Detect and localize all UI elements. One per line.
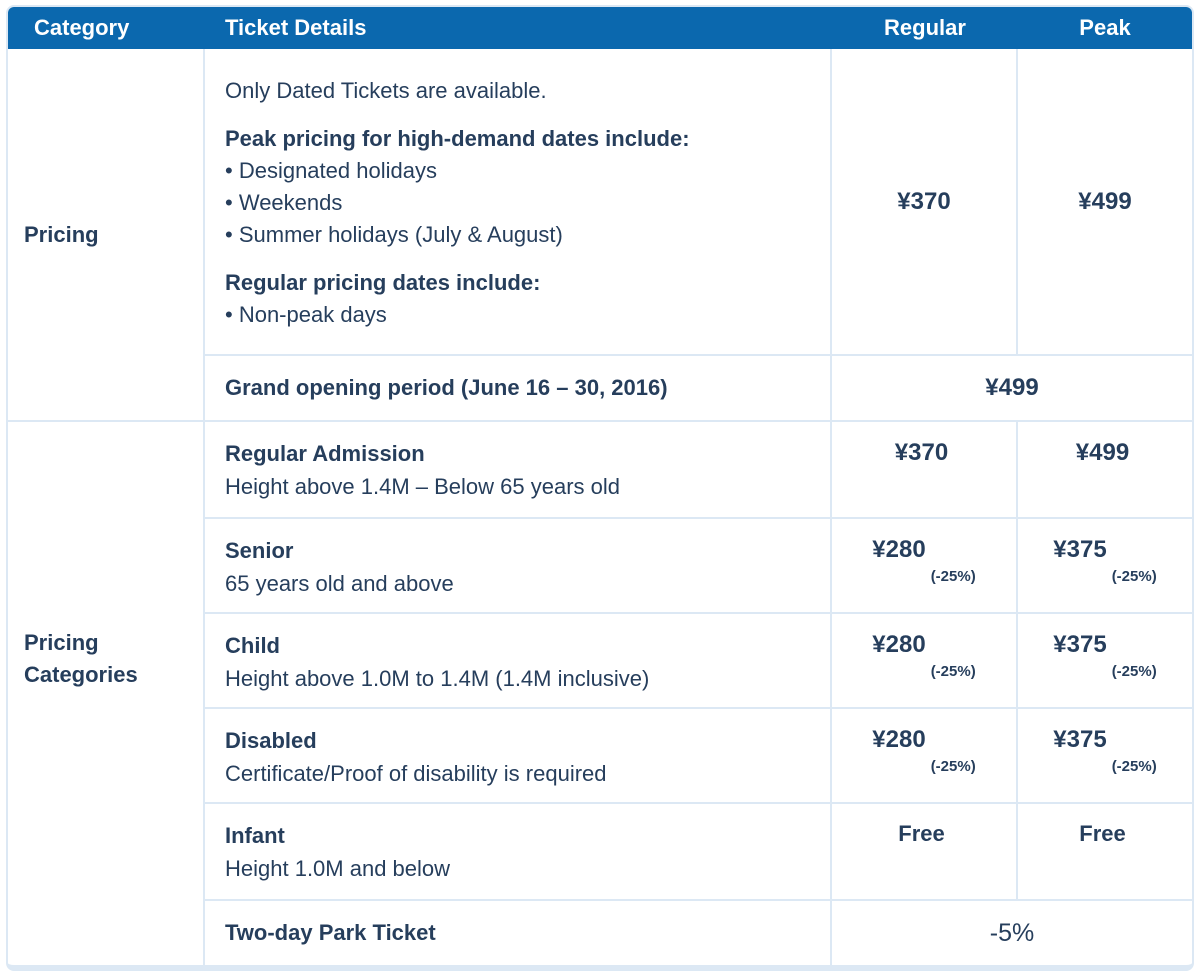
- child-peak-price: ¥375 (-25%): [1018, 612, 1192, 707]
- price-value: ¥280: [872, 726, 926, 753]
- category-cell-pricing: Pricing: [8, 49, 205, 420]
- two-day-price-cell: -5%: [832, 899, 1192, 965]
- row-senior: Senior 65 years old and above: [205, 517, 832, 612]
- price-value: -5%: [989, 918, 1035, 947]
- ticket-pricing-table: Category Ticket Details Regular Peak Pri…: [6, 5, 1194, 971]
- category-label: Pricing: [24, 221, 99, 247]
- peak-pricing-heading: Peak pricing for high-demand dates inclu…: [225, 126, 690, 151]
- discount-note: (-25%): [930, 567, 976, 585]
- price-value: ¥370: [894, 439, 949, 466]
- regular-pricing-heading: Regular pricing dates include:: [225, 270, 541, 295]
- price-value: Free: [1079, 821, 1126, 846]
- category-label: Pricing Categories: [24, 629, 138, 687]
- row-title: Regular Admission: [225, 441, 425, 466]
- senior-regular-price: ¥280 (-25%): [832, 517, 1018, 612]
- peak-pricing-list: Designated holidays Weekends Summer holi…: [225, 155, 806, 251]
- row-child: Child Height above 1.0M to 1.4M (1.4M in…: [205, 612, 832, 707]
- list-item: Summer holidays (July & August): [225, 219, 806, 251]
- price-value: ¥375: [1053, 631, 1107, 658]
- row-title: Infant: [225, 823, 285, 848]
- price-value: ¥370: [897, 187, 951, 215]
- row-title: Child: [225, 633, 280, 658]
- row-subtitle: Height above 1.0M to 1.4M (1.4M inclusiv…: [225, 666, 650, 691]
- price-value: ¥499: [985, 374, 1039, 401]
- discount-note: (-25%): [1111, 567, 1157, 585]
- infant-regular-price: Free: [832, 802, 1018, 899]
- senior-peak-price: ¥375 (-25%): [1018, 517, 1192, 612]
- price-value: ¥499: [1075, 439, 1130, 466]
- price-value: ¥375: [1053, 726, 1107, 753]
- discount-note: (-25%): [930, 662, 976, 680]
- row-subtitle: Certificate/Proof of disability is requi…: [225, 761, 607, 786]
- price-value: ¥499: [1078, 187, 1132, 215]
- price-value: ¥280: [872, 536, 926, 563]
- row-subtitle: 65 years old and above: [225, 571, 454, 596]
- row-subtitle: Height above 1.4M – Below 65 years old: [225, 474, 621, 499]
- grand-opening-label-cell: Grand opening period (June 16 – 30, 2016…: [205, 354, 832, 420]
- discount-note: (-25%): [1111, 757, 1157, 775]
- price-value: ¥280: [872, 631, 926, 658]
- regular-pricing-list: Non-peak days: [225, 299, 806, 331]
- disabled-regular-price: ¥280 (-25%): [832, 707, 1018, 802]
- row-disabled: Disabled Certificate/Proof of disability…: [205, 707, 832, 802]
- regular-admission-peak-price: ¥499: [1018, 420, 1192, 517]
- price-value: Free: [898, 821, 945, 846]
- pricing-peak-price: ¥499: [1018, 49, 1192, 354]
- row-subtitle: Height 1.0M and below: [225, 856, 451, 881]
- pricing-intro: Only Dated Tickets are available.: [225, 78, 547, 103]
- two-day-label-cell: Two-day Park Ticket: [205, 899, 832, 965]
- row-infant: Infant Height 1.0M and below: [205, 802, 832, 899]
- list-item: Non-peak days: [225, 299, 806, 331]
- category-cell-pricing-categories: Pricing Categories: [8, 420, 205, 965]
- row-regular-admission: Regular Admission Height above 1.4M – Be…: [205, 420, 832, 517]
- list-item: Designated holidays: [225, 155, 806, 187]
- list-item: Weekends: [225, 187, 806, 219]
- pricing-details-cell: Only Dated Tickets are available. Peak p…: [205, 49, 832, 354]
- disabled-peak-price: ¥375 (-25%): [1018, 707, 1192, 802]
- row-title: Senior: [225, 538, 294, 563]
- header-category: Category: [8, 7, 205, 49]
- pricing-regular-price: ¥370: [832, 49, 1018, 354]
- infant-peak-price: Free: [1018, 802, 1192, 899]
- discount-note: (-25%): [1111, 662, 1157, 680]
- price-value: ¥375: [1053, 536, 1107, 563]
- child-regular-price: ¥280 (-25%): [832, 612, 1018, 707]
- header-regular: Regular: [832, 7, 1018, 49]
- grand-opening-price-cell: ¥499: [832, 354, 1192, 420]
- header-ticket-details: Ticket Details: [205, 7, 832, 49]
- discount-note: (-25%): [930, 757, 976, 775]
- row-title: Disabled: [225, 728, 317, 753]
- header-peak: Peak: [1018, 7, 1192, 49]
- regular-admission-regular-price: ¥370: [832, 420, 1018, 517]
